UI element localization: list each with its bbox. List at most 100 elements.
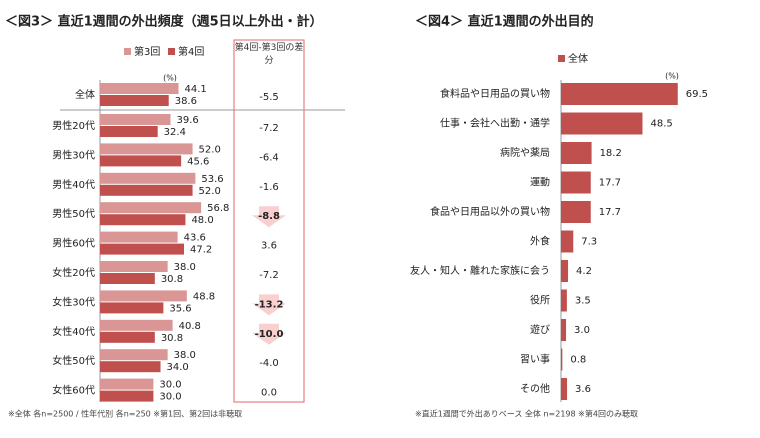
- value-label: 48.8: [193, 291, 215, 302]
- difference-label: -13.2: [255, 299, 284, 310]
- value-label: 7.3: [581, 237, 597, 248]
- bar: [561, 260, 569, 282]
- bar: [100, 243, 185, 255]
- bar: [561, 230, 574, 253]
- difference-label: -7.2: [259, 123, 279, 134]
- bar: [100, 126, 158, 137]
- difference-label: -4.0: [259, 358, 279, 369]
- value-label: 45.6: [187, 156, 209, 167]
- difference-label: -10.0: [255, 329, 284, 340]
- category-label: 女性20代: [52, 266, 95, 279]
- chart-title: ＜図4＞ 直近1週間の外出目的: [415, 14, 594, 30]
- bar: [100, 95, 169, 106]
- bar: [561, 348, 563, 371]
- value-label: 3.5: [575, 296, 591, 307]
- category-label: 女性60代: [52, 384, 95, 397]
- bar: [561, 171, 591, 194]
- bar: [100, 184, 193, 196]
- value-label: 52.0: [199, 144, 221, 155]
- category-label: 病院や薬局: [500, 146, 550, 159]
- value-label: 17.7: [599, 178, 621, 189]
- legend-swatch: [124, 48, 131, 55]
- footnote: ※全体 各n=2500 / 性年代別 各n=250 ※第1回、第2回は非聴取: [8, 409, 242, 419]
- bar: [100, 231, 178, 243]
- legend-label: 第3回: [134, 45, 160, 58]
- value-label: 34.0: [167, 362, 189, 373]
- legend-label: 第4回: [178, 45, 204, 58]
- category-label: 男性30代: [52, 148, 95, 161]
- value-label: 3.6: [575, 384, 591, 395]
- difference-label: -8.8: [258, 211, 280, 222]
- value-label: 4.2: [576, 266, 592, 277]
- category-label: 女性30代: [52, 295, 95, 308]
- bar: [100, 155, 182, 167]
- bar: [561, 201, 591, 223]
- difference-label: -1.6: [259, 182, 279, 193]
- value-label: 30.0: [159, 380, 181, 391]
- value-label: 38.0: [174, 262, 196, 273]
- difference-header: 第4回-第3回の差分: [234, 43, 304, 66]
- down-arrow: [252, 294, 286, 316]
- category-label: 全体: [75, 88, 95, 101]
- category-label: 女性50代: [52, 354, 95, 367]
- bar: [100, 378, 154, 390]
- value-label: 40.8: [179, 321, 201, 332]
- value-label: 53.6: [201, 174, 223, 185]
- value-label: 30.0: [159, 392, 181, 403]
- category-label: 役所: [530, 294, 550, 307]
- value-label: 35.6: [169, 303, 191, 314]
- legend-label: 全体: [568, 52, 588, 65]
- bar: [561, 289, 567, 312]
- category-label: 男性60代: [52, 237, 95, 250]
- value-label: 44.1: [184, 84, 206, 95]
- category-label: 男性50代: [52, 207, 95, 220]
- difference-box: [233, 39, 305, 403]
- value-label: 48.5: [650, 119, 672, 130]
- difference-label: 3.6: [261, 241, 277, 252]
- category-label: 男性20代: [52, 119, 95, 132]
- value-label: 30.8: [161, 274, 183, 285]
- difference-label: -7.2: [259, 270, 279, 281]
- bar: [561, 319, 567, 341]
- down-arrow: [252, 206, 286, 228]
- value-label: 39.6: [176, 115, 198, 126]
- category-label: その他: [520, 382, 550, 395]
- value-label: 48.0: [191, 215, 213, 226]
- bar: [561, 378, 568, 400]
- category-label: 外食: [530, 235, 550, 248]
- chart-title: ＜図3＞ 直近1週間の外出頻度（週5日以上外出・計）: [5, 14, 323, 30]
- value-label: 43.6: [184, 233, 206, 244]
- category-label: 男性40代: [52, 178, 95, 191]
- category-label: 友人・知人・離れた家族に会う: [410, 264, 550, 277]
- category-label: 女性40代: [52, 325, 95, 338]
- value-label: 69.5: [686, 89, 708, 100]
- difference-header-box: 第4回-第3回の差分: [234, 43, 304, 66]
- value-label: 56.8: [207, 203, 229, 214]
- category-label: 食料品や日用品の買い物: [440, 87, 550, 100]
- difference-label: 0.0: [261, 388, 277, 399]
- bar: [100, 290, 187, 302]
- value-label: 17.7: [599, 207, 621, 218]
- bar: [100, 202, 202, 214]
- value-label: 38.6: [175, 96, 197, 107]
- bar: [100, 331, 155, 343]
- value-label: 38.0: [174, 350, 196, 361]
- legend-swatch: [168, 48, 175, 55]
- category-label: 遊び: [530, 323, 550, 336]
- value-label: 32.4: [164, 127, 186, 138]
- legend-swatch: [558, 55, 565, 62]
- bar: [100, 172, 196, 184]
- bar: [100, 143, 193, 155]
- category-label: 仕事・会社へ出勤・通学: [440, 117, 550, 130]
- unit-label: (%): [163, 74, 177, 83]
- bar: [100, 273, 155, 284]
- value-label: 18.2: [600, 148, 622, 159]
- bar: [561, 112, 643, 135]
- bar: [100, 114, 171, 125]
- value-label: 0.8: [570, 355, 586, 366]
- value-label: 3.0: [574, 325, 590, 336]
- bar: [100, 361, 161, 373]
- down-arrow: [252, 323, 286, 345]
